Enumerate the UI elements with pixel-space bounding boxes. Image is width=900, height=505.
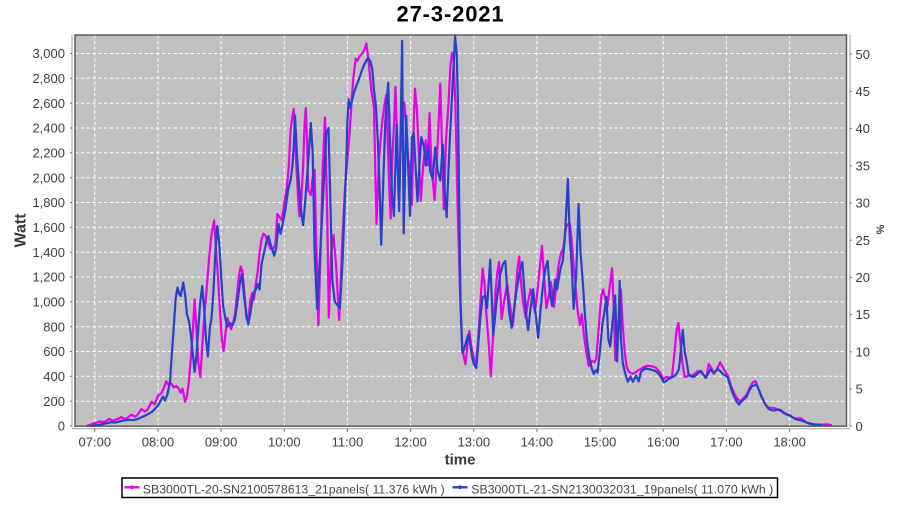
- svg-text:2,000: 2,000: [32, 170, 65, 185]
- svg-text:09:00: 09:00: [205, 434, 238, 449]
- svg-text:%: %: [874, 225, 886, 235]
- svg-text:5: 5: [856, 382, 863, 397]
- svg-text:07:00: 07:00: [79, 434, 112, 449]
- svg-text:2,400: 2,400: [32, 121, 65, 136]
- svg-text:2,600: 2,600: [32, 96, 65, 111]
- svg-text:25: 25: [856, 233, 870, 248]
- svg-text:17:00: 17:00: [710, 434, 743, 449]
- svg-text:10:00: 10:00: [268, 434, 301, 449]
- svg-text:50: 50: [856, 47, 870, 62]
- svg-text:08:00: 08:00: [142, 434, 175, 449]
- svg-text:10: 10: [856, 344, 870, 359]
- svg-text:SB3000TL-20-SN2100578613_21pan: SB3000TL-20-SN2100578613_21panels( 11.37…: [143, 482, 445, 496]
- svg-text:SB3000TL-21-SN2130032031_19pan: SB3000TL-21-SN2130032031_19panels( 11.07…: [471, 482, 773, 496]
- svg-text:20: 20: [856, 270, 870, 285]
- svg-text:13:00: 13:00: [458, 434, 491, 449]
- svg-text:14:00: 14:00: [521, 434, 554, 449]
- svg-text:1,800: 1,800: [32, 195, 65, 210]
- svg-text:200: 200: [43, 394, 65, 409]
- svg-text:1,400: 1,400: [32, 245, 65, 260]
- svg-text:30: 30: [856, 196, 870, 211]
- svg-text:18:00: 18:00: [773, 434, 806, 449]
- svg-text:40: 40: [856, 121, 870, 136]
- svg-text:2,200: 2,200: [32, 145, 65, 160]
- svg-text:27-3-2021: 27-3-2021: [397, 2, 505, 27]
- svg-text:400: 400: [43, 369, 65, 384]
- svg-text:45: 45: [856, 84, 870, 99]
- svg-text:15:00: 15:00: [584, 434, 617, 449]
- svg-text:2,800: 2,800: [32, 71, 65, 86]
- svg-text:0: 0: [58, 419, 65, 434]
- svg-text:12:00: 12:00: [394, 434, 427, 449]
- svg-text:16:00: 16:00: [647, 434, 680, 449]
- svg-text:1,600: 1,600: [32, 220, 65, 235]
- svg-text:15: 15: [856, 307, 870, 322]
- svg-text:800: 800: [43, 319, 65, 334]
- svg-text:1,200: 1,200: [32, 270, 65, 285]
- svg-text:3,000: 3,000: [32, 46, 65, 61]
- svg-text:1,000: 1,000: [32, 294, 65, 309]
- svg-text:time: time: [445, 452, 476, 469]
- svg-text:11:00: 11:00: [332, 434, 364, 449]
- svg-text:35: 35: [856, 158, 870, 173]
- svg-text:0: 0: [856, 419, 863, 434]
- svg-text:Watt: Watt: [13, 213, 30, 248]
- svg-text:600: 600: [43, 344, 65, 359]
